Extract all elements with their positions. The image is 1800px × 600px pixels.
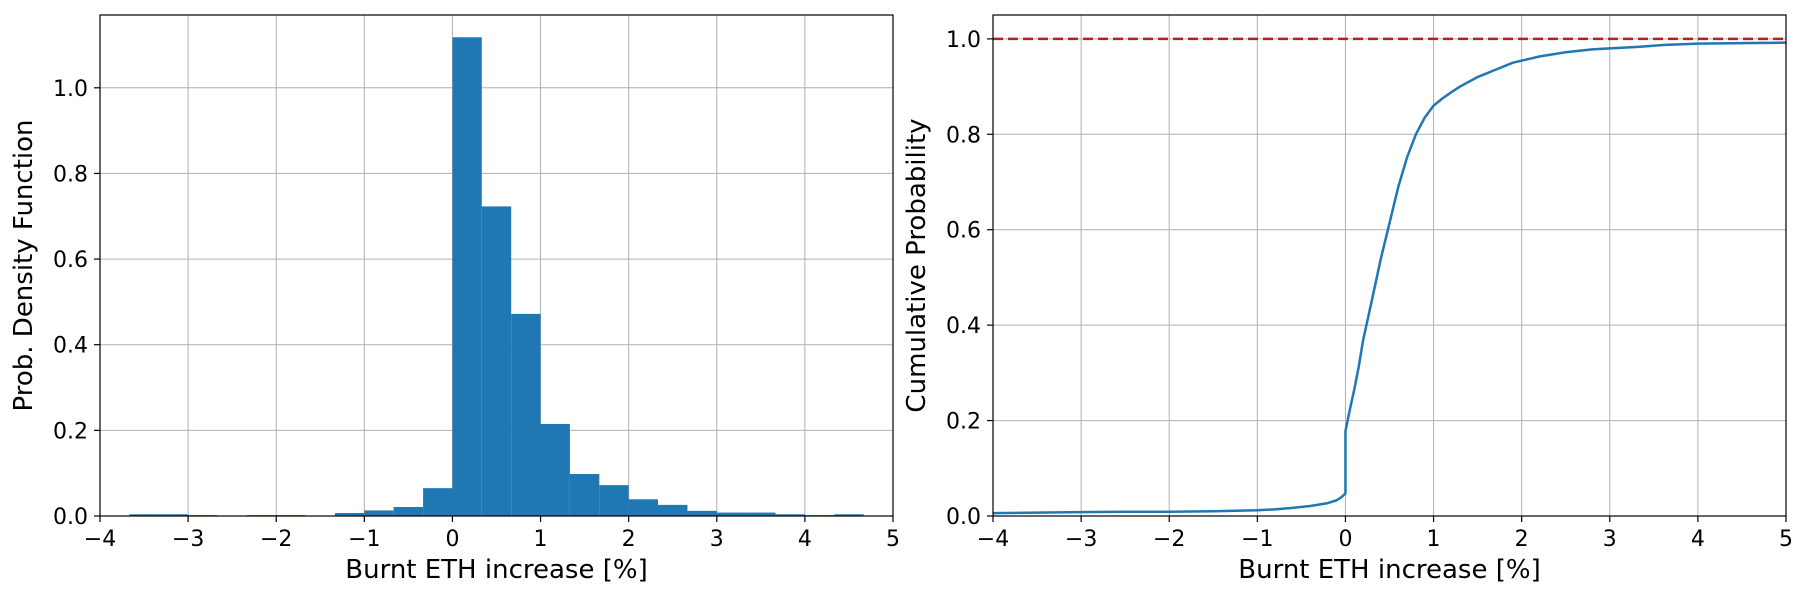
pdf-y-tick-label: 0.8 <box>53 162 88 187</box>
histogram-bar <box>334 513 365 516</box>
cdf-x-tick-label: 2 <box>1515 527 1529 552</box>
pdf-x-tick-label: 4 <box>798 527 812 552</box>
pdf-x-tick-label: −1 <box>348 527 380 552</box>
cdf-x-tick-label: −1 <box>1241 527 1273 552</box>
cdf-y-tick-label: 0.8 <box>946 123 981 148</box>
pdf-x-tick-label: −4 <box>84 527 116 552</box>
cdf-line <box>992 41 1787 515</box>
cdf-line-panel: −4 −3 −2 −1 0 1 2 3 4 5 0.0 0.2 0.4 0.6 0.8 1.0 Burnt E… <box>902 14 1793 585</box>
pdf-x-axis-label: Burnt ETH increase [%] <box>345 555 647 585</box>
histogram-bar <box>158 514 189 516</box>
cdf-x-tick-label: 3 <box>1603 527 1617 552</box>
histogram-bar <box>628 499 659 516</box>
histogram-bar <box>540 423 570 516</box>
pdf-x-tick-label: 5 <box>886 527 900 552</box>
cdf-x-tick-label: 1 <box>1427 527 1441 552</box>
histogram-bar <box>481 206 512 516</box>
histogram-bar <box>599 485 629 516</box>
cdf-x-tick-label: −3 <box>1065 527 1097 552</box>
pdf-y-tick-label: 1.0 <box>53 77 88 102</box>
cdf-x-axis-label: Burnt ETH increase [%] <box>1238 555 1540 585</box>
cdf-axes-frame <box>992 14 1787 517</box>
pdf-x-tick-label: 2 <box>622 527 636 552</box>
histogram-bar <box>834 514 864 516</box>
cdf-x-tick-label: 5 <box>1779 527 1793 552</box>
histogram-bar <box>452 37 482 517</box>
cdf-y-tick-label: 0.6 <box>946 219 981 244</box>
pdf-y-tick-label: 0.6 <box>53 248 88 273</box>
pdf-ticks: −4 −3 −2 −1 0 1 2 3 4 5 0.0 0.2 0.4 0.6 0.8 1.0 <box>53 77 900 552</box>
cdf-y-tick-label: 0.0 <box>946 505 981 530</box>
pdf-x-tick-label: 3 <box>710 527 724 552</box>
histogram-bar <box>423 488 453 516</box>
cdf-ticks: −4 −3 −2 −1 0 1 2 3 4 5 0.0 0.2 0.4 0.6 0.8 1.0 <box>946 28 1793 552</box>
histogram-bar <box>511 313 541 516</box>
cdf-x-tick-label: 4 <box>1691 527 1705 552</box>
histogram-bar <box>393 507 424 516</box>
cdf-y-axis-label: Cumulative Probability <box>902 118 932 412</box>
histogram-bar <box>746 512 776 516</box>
histogram-bar <box>569 474 600 516</box>
histogram-bar <box>658 504 688 516</box>
histogram-bar <box>687 510 717 516</box>
pdf-y-tick-label: 0.2 <box>53 419 88 444</box>
cdf-x-tick-label: −4 <box>977 527 1009 552</box>
pdf-y-axis-label: Prob. Density Function <box>9 120 39 412</box>
cdf-lines <box>992 37 1787 515</box>
pdf-axes-frame <box>99 14 894 517</box>
histogram-bar <box>716 512 747 516</box>
pdf-bars <box>100 37 893 517</box>
pdf-x-tick-label: −2 <box>260 527 292 552</box>
cdf-y-tick-label: 0.2 <box>946 410 981 435</box>
histogram-bar <box>129 514 159 516</box>
cdf-x-tick-label: 0 <box>1338 527 1352 552</box>
cdf-x-tick-label: −2 <box>1153 527 1185 552</box>
pdf-histogram-panel: −4 −3 −2 −1 0 1 2 3 4 5 0.0 0.2 0.4 0.6 0.8 1.0 Burnt E… <box>9 14 900 585</box>
cdf-y-tick-label: 1.0 <box>946 28 981 53</box>
pdf-x-tick-label: 0 <box>445 527 459 552</box>
histogram-bar <box>775 514 805 516</box>
cdf-y-tick-label: 0.4 <box>946 314 981 339</box>
pdf-x-tick-label: 1 <box>534 527 548 552</box>
pdf-y-tick-label: 0.0 <box>53 505 88 530</box>
histogram-bar <box>364 510 394 516</box>
cdf-grid <box>992 15 1787 517</box>
pdf-x-tick-label: −3 <box>172 527 204 552</box>
pdf-y-tick-label: 0.4 <box>53 334 88 359</box>
